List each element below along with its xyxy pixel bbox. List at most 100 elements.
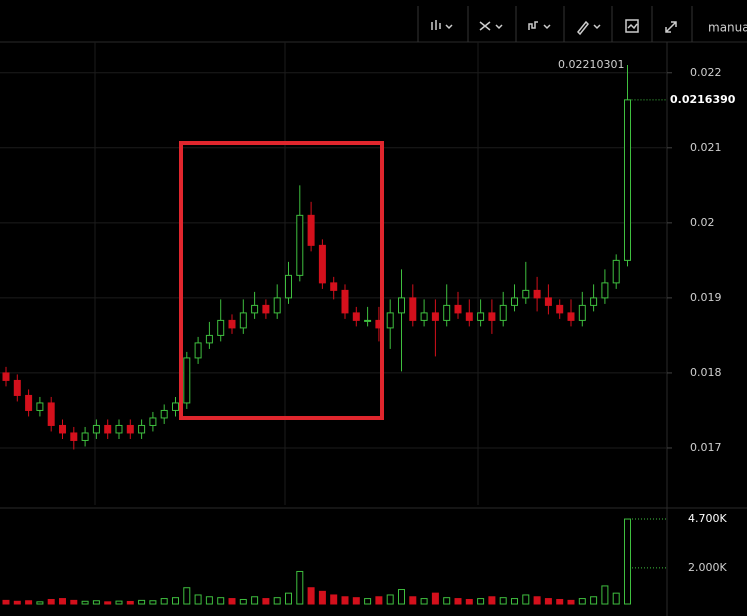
candle-body (398, 297, 405, 314)
volume-bar (386, 594, 394, 605)
volume-bar (262, 598, 270, 605)
volume-bar (273, 597, 281, 605)
candle-body (307, 214, 315, 246)
volume-bar (477, 598, 485, 605)
volume-bar (126, 600, 134, 605)
candle-body (285, 274, 292, 299)
y-tick-label: 0.022 (690, 66, 722, 79)
candle-body (13, 379, 21, 396)
toolbar-dividers (417, 6, 693, 42)
candle-body (341, 289, 349, 314)
candle-body (205, 334, 213, 344)
volume-bar (228, 598, 236, 605)
candle-body (511, 297, 518, 306)
volume-bar (149, 600, 157, 605)
volume-bar (352, 597, 360, 605)
candle-body (330, 282, 338, 291)
volume-bar (499, 597, 507, 605)
volume-bar (533, 596, 541, 605)
volume-bar (431, 592, 439, 605)
indicators-button[interactable] (479, 21, 503, 31)
chart-type-button[interactable] (528, 21, 551, 30)
studies-button[interactable] (625, 19, 639, 33)
y-tick-label: 0.021 (690, 141, 722, 154)
fullscreen-button[interactable] (665, 21, 677, 33)
candle-body (578, 304, 586, 321)
candle-body (70, 432, 78, 441)
candles-button[interactable] (431, 20, 453, 30)
high-label: 0.02210301 (558, 58, 624, 71)
volume-bar (318, 590, 326, 605)
y-tick-label: 0.02 (690, 216, 715, 229)
candle-body (296, 214, 304, 276)
candle-body (273, 297, 281, 314)
mode-clip: manual (708, 21, 747, 35)
volume-bar (194, 594, 202, 605)
volume-bar (160, 598, 168, 605)
candle-body (420, 312, 428, 321)
volume-bar (341, 596, 349, 605)
volume-bar (205, 596, 213, 605)
volume-bar (578, 598, 586, 605)
volume-bar (398, 589, 405, 605)
volume-bar (183, 587, 191, 605)
candle-body (499, 304, 507, 321)
volume-bar (239, 598, 247, 605)
candle-body (228, 319, 236, 329)
y-tick-label: 0.018 (690, 366, 722, 379)
candle-body (81, 432, 89, 441)
candle-body (318, 244, 326, 284)
draw-button[interactable] (576, 20, 601, 36)
candle-body (126, 424, 134, 434)
candle-body (183, 357, 191, 404)
candle-body (104, 424, 112, 434)
candle-body (443, 304, 451, 321)
volume-bar (13, 600, 21, 605)
candle-body (217, 319, 225, 336)
candle-body (601, 282, 609, 299)
candle-body (431, 312, 439, 321)
candle-body (477, 312, 485, 321)
volume-bar (251, 596, 259, 605)
volume-bar (612, 592, 620, 605)
candle-body (92, 424, 100, 434)
volume-bar (375, 596, 383, 605)
volume-bar (25, 600, 33, 605)
volume-bar (488, 596, 496, 605)
volume-bar (511, 598, 518, 605)
candle-body (47, 402, 55, 426)
candle-body (556, 304, 564, 314)
candle-body (194, 342, 202, 359)
candle-body (262, 304, 270, 314)
candle-body (386, 312, 394, 329)
volume-bar (81, 600, 89, 605)
volume-bar (409, 596, 417, 605)
volume-bar (296, 570, 304, 605)
volume-bar (307, 587, 315, 605)
candle-body (239, 312, 247, 329)
volume-bar (465, 598, 473, 605)
volume-bar (544, 598, 552, 605)
volume-bar (420, 598, 428, 605)
candle-body (364, 319, 372, 322)
candle-body (2, 372, 10, 381)
volume-bar (567, 599, 575, 605)
candle-body (36, 402, 44, 411)
volume-bar (115, 600, 123, 605)
candle-body (409, 297, 417, 321)
candle-body (590, 297, 598, 306)
candle-body (624, 99, 631, 261)
candle-body (465, 312, 473, 321)
candle-body (352, 312, 360, 321)
volume-bar (590, 596, 598, 605)
mode-selector[interactable]: manual (708, 21, 747, 35)
volume-bar (138, 599, 146, 605)
volume-bar (443, 597, 451, 605)
volume-bar (104, 601, 112, 605)
candle-body (160, 409, 168, 419)
volume-bar (522, 594, 530, 605)
candle-body (59, 424, 66, 434)
candle-body (533, 289, 541, 299)
volume-bar (59, 598, 66, 605)
